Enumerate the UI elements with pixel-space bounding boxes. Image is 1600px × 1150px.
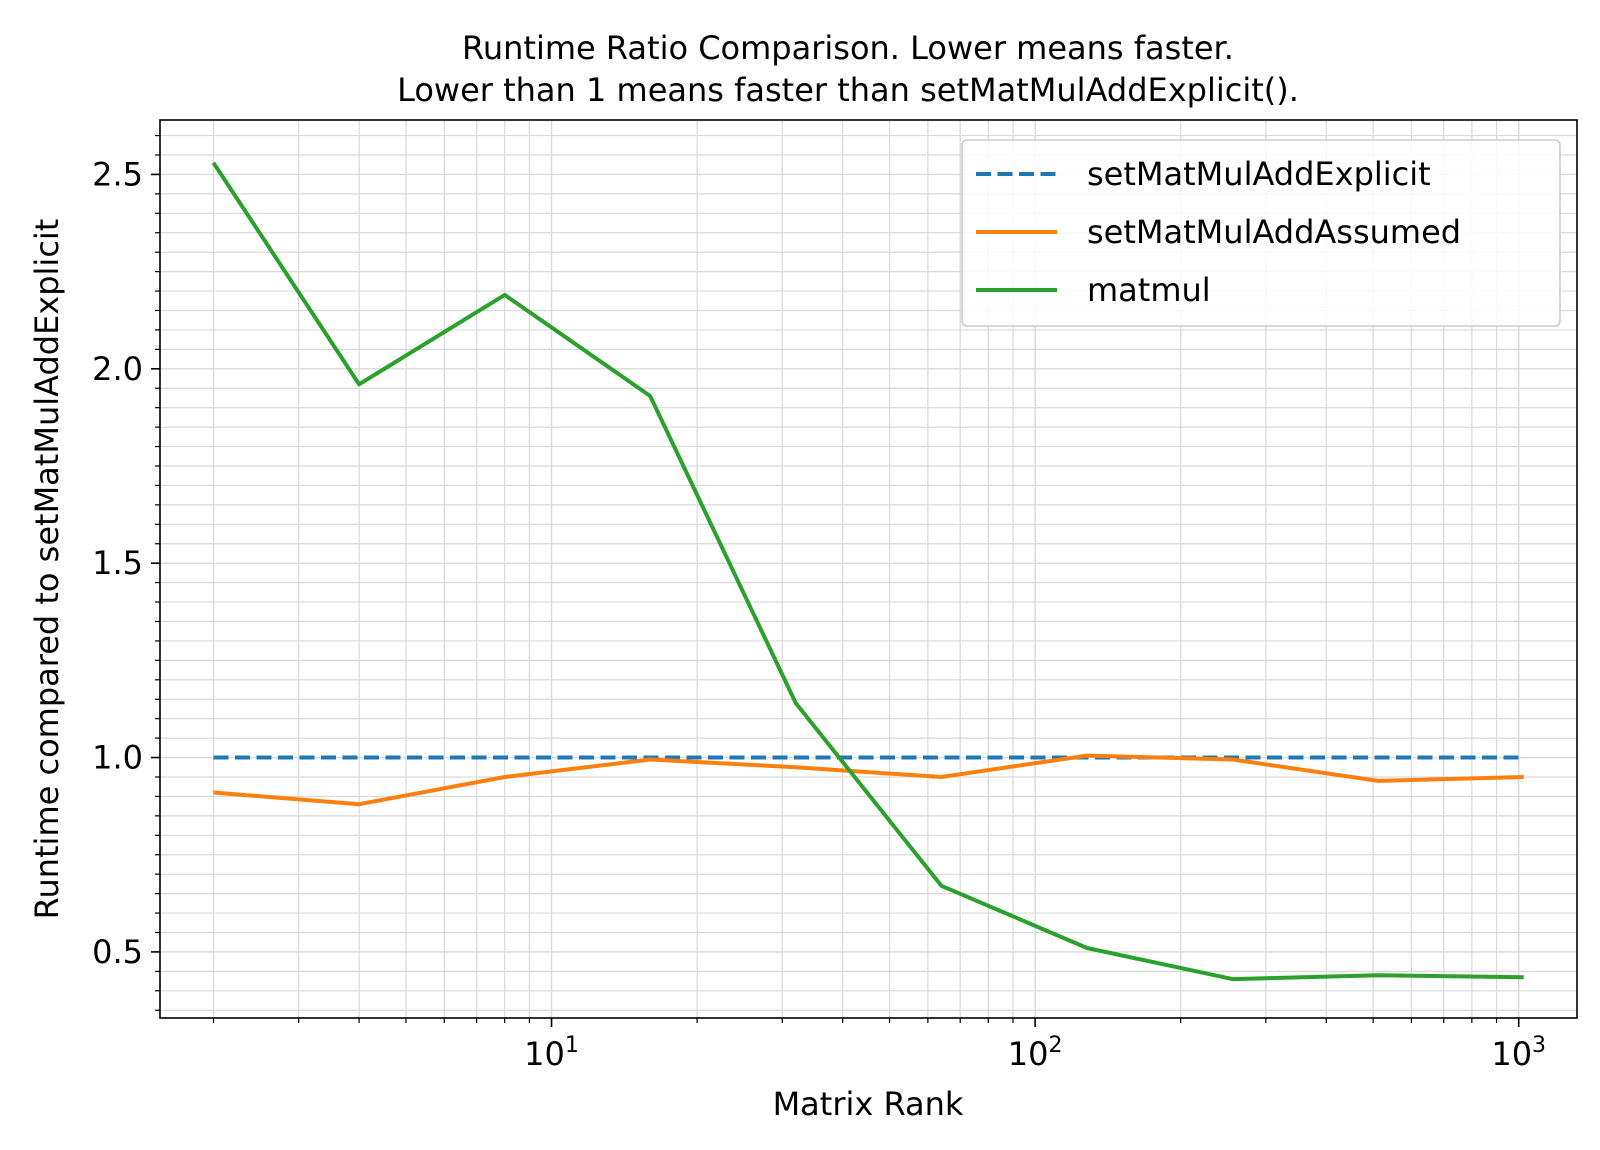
y-tick-label: 2.5 [92,155,143,193]
y-tick-label: 1.0 [92,739,143,777]
series-line-setMatMulAddAssumed [213,753,1524,807]
y-tick-label: 2.0 [92,350,143,388]
y-tick-label: 1.5 [92,544,143,582]
y-tick-label: 0.5 [92,933,143,971]
legend-label: matmul [1087,271,1211,309]
legend-label: setMatMulAddAssumed [1087,213,1461,251]
series-lines [211,161,1524,982]
y-axis-label: Runtime compared to setMatMulAddExplicit [28,219,66,920]
x-tick-label: 101 [524,1033,579,1073]
x-axis-label: Matrix Rank [773,1085,964,1123]
chart-title: Runtime Ratio Comparison. Lower means fa… [462,29,1234,67]
legend-label: setMatMulAddExplicit [1087,155,1431,193]
plot-frame [159,119,1578,1019]
chart-subtitle: Lower than 1 means faster than setMatMul… [397,71,1299,109]
series-line-matmul [211,161,1524,982]
y-axis: 0.5 1.0 1.5 2.0 2.5 [92,134,160,1011]
legend: setMatMulAddExplicit setMatMulAddAssumed m… [961,139,1561,327]
legend-frame [961,139,1561,327]
